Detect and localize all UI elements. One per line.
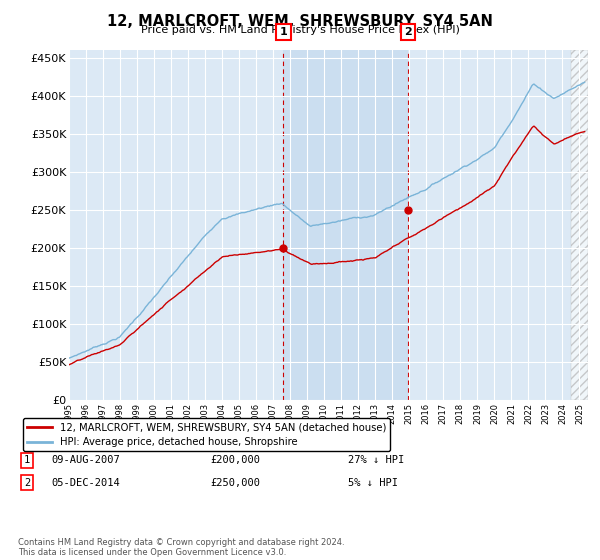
Text: 27% ↓ HPI: 27% ↓ HPI xyxy=(348,455,404,465)
Text: 1: 1 xyxy=(24,455,30,465)
Text: 05-DEC-2014: 05-DEC-2014 xyxy=(51,478,120,488)
Text: Price paid vs. HM Land Registry's House Price Index (HPI): Price paid vs. HM Land Registry's House … xyxy=(140,25,460,35)
Text: Contains HM Land Registry data © Crown copyright and database right 2024.
This d: Contains HM Land Registry data © Crown c… xyxy=(18,538,344,557)
Bar xyxy=(283,50,408,400)
Text: £200,000: £200,000 xyxy=(210,455,260,465)
Text: 5% ↓ HPI: 5% ↓ HPI xyxy=(348,478,398,488)
Legend: 12, MARLCROFT, WEM, SHREWSBURY, SY4 5AN (detached house), HPI: Average price, de: 12, MARLCROFT, WEM, SHREWSBURY, SY4 5AN … xyxy=(23,418,391,451)
Text: £250,000: £250,000 xyxy=(210,478,260,488)
Text: 2: 2 xyxy=(404,27,412,37)
Text: 1: 1 xyxy=(280,27,287,37)
Text: 2: 2 xyxy=(24,478,30,488)
Text: 12, MARLCROFT, WEM, SHREWSBURY, SY4 5AN: 12, MARLCROFT, WEM, SHREWSBURY, SY4 5AN xyxy=(107,14,493,29)
Bar xyxy=(571,50,588,400)
Text: 09-AUG-2007: 09-AUG-2007 xyxy=(51,455,120,465)
